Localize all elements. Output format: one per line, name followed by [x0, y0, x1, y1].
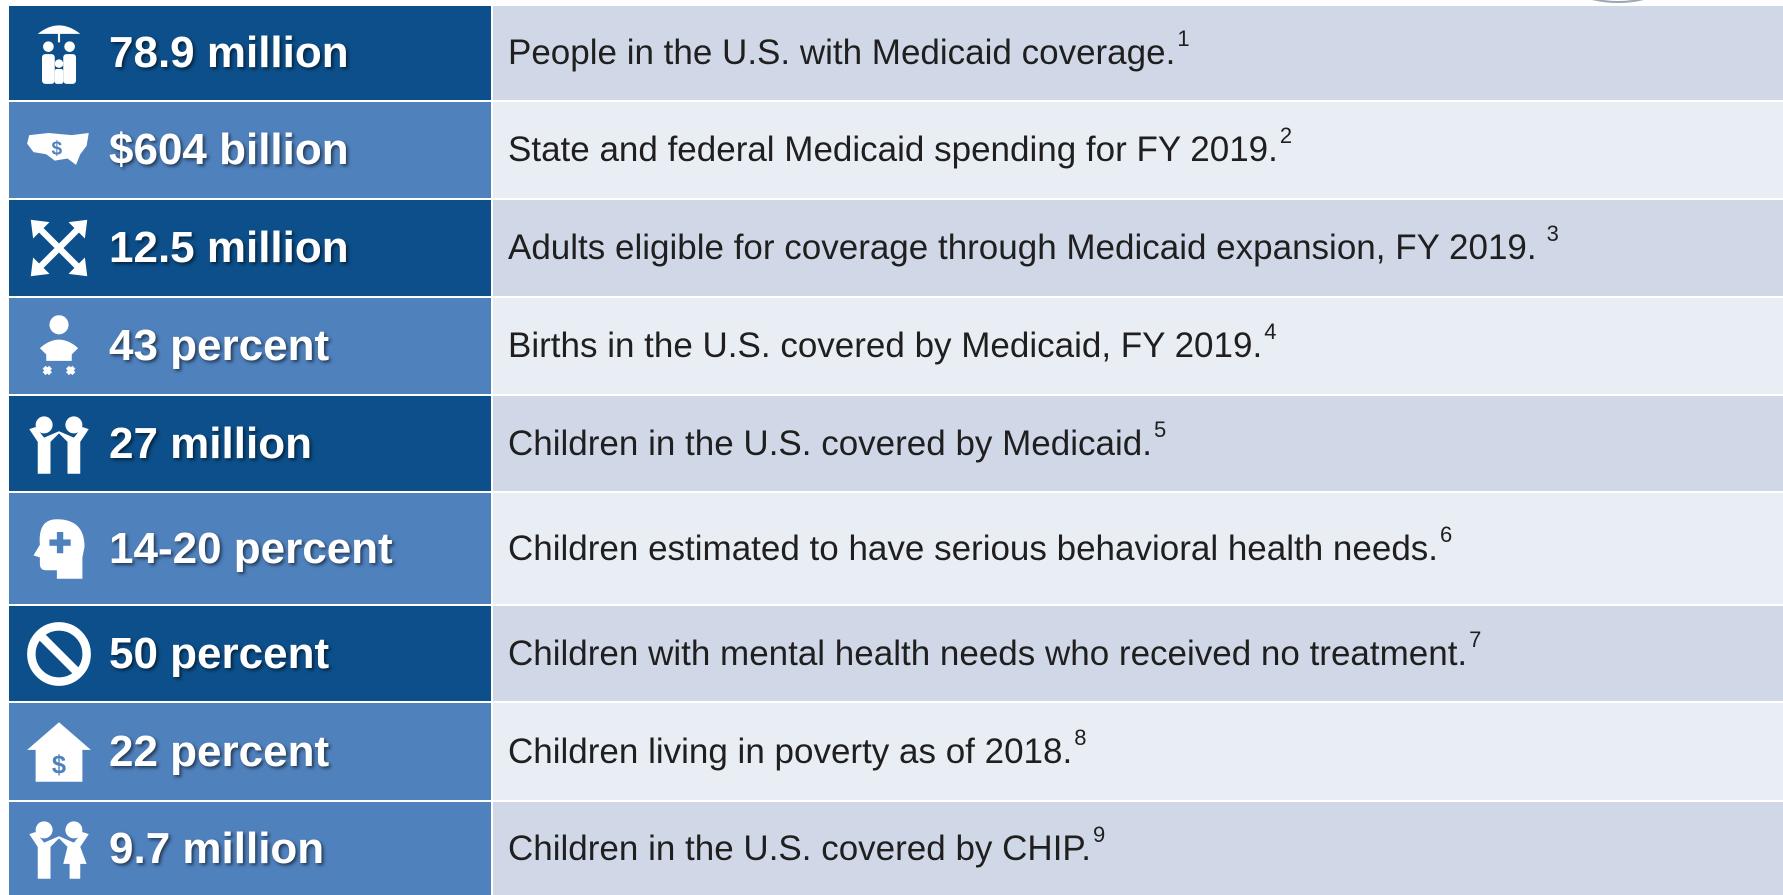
stat-value: 12.5 million [109, 223, 349, 273]
stat-cell: 14-20 percent [9, 493, 491, 604]
description: State and federal Medicaid spending for … [493, 102, 1783, 198]
stat-value: 9.7 million [109, 824, 324, 874]
stat-cell: 12.5 million [9, 200, 491, 296]
stat-row: 27 million Children in the U.S. covered … [0, 396, 1783, 491]
stat-value: 14-20 percent [109, 524, 393, 574]
description-text: Children with mental health needs who re… [508, 634, 1467, 674]
footnote: 1 [1177, 26, 1189, 52]
stat-value: 43 percent [109, 321, 329, 371]
footnote: 7 [1469, 627, 1481, 653]
stat-cell: 27 million [9, 396, 491, 491]
icon-children [25, 410, 93, 478]
stat-row: 12.5 million Adults eligible for coverag… [0, 200, 1783, 296]
svg-text:$: $ [52, 751, 66, 779]
footnote: 5 [1154, 417, 1166, 443]
footnote: 4 [1264, 319, 1276, 345]
description-text: Adults eligible for coverage through Med… [508, 228, 1537, 268]
stat-value: 78.9 million [109, 28, 349, 78]
stat-value: 50 percent [109, 629, 329, 679]
icon-expand [25, 214, 93, 282]
footnote: 2 [1280, 123, 1292, 149]
stat-value: 22 percent [109, 727, 329, 777]
stat-row: 43 percent Births in the U.S. covered by… [0, 298, 1783, 394]
stat-row: 14-20 percent Children estimated to have… [0, 493, 1783, 604]
description: Children living in poverty as of 2018.8 [493, 703, 1783, 800]
stat-value: 27 million [109, 419, 312, 469]
description-text: Births in the U.S. covered by Medicaid, … [508, 326, 1262, 366]
stat-row: 50 percent Children with mental health n… [0, 606, 1783, 701]
stat-cell: 50 percent [9, 606, 491, 701]
description-text: Children in the U.S. covered by CHIP. [508, 829, 1091, 869]
description-text: Children estimated to have serious behav… [508, 529, 1438, 569]
description: Children in the U.S. covered by CHIP.9 [493, 802, 1783, 895]
icon-us-map: $ [25, 116, 93, 184]
description: People in the U.S. with Medicaid coverag… [493, 6, 1783, 100]
icon-children [25, 815, 93, 883]
description-text: People in the U.S. with Medicaid coverag… [508, 33, 1175, 73]
stat-row: 9.7 million Children in the U.S. covered… [0, 802, 1783, 895]
icon-baby [25, 312, 93, 380]
svg-text:$: $ [52, 138, 63, 159]
footnote: 9 [1093, 822, 1105, 848]
description: Births in the U.S. covered by Medicaid, … [493, 298, 1783, 394]
icon-family [25, 19, 93, 87]
stat-cell: $ 22 percent [9, 703, 491, 800]
description: Adults eligible for coverage through Med… [493, 200, 1783, 296]
stat-cell: 43 percent [9, 298, 491, 394]
description: Children with mental health needs who re… [493, 606, 1783, 701]
stat-value: $604 billion [109, 125, 349, 175]
stat-cell: 78.9 million [9, 6, 491, 100]
stat-row: 78.9 million People in the U.S. with Med… [0, 6, 1783, 100]
footnote: 3 [1547, 221, 1559, 247]
stat-cell: $ $604 billion [9, 102, 491, 198]
icon-house: $ [25, 718, 93, 786]
description-text: Children in the U.S. covered by Medicaid… [508, 424, 1152, 464]
page: 78.9 million People in the U.S. with Med… [0, 0, 1783, 895]
icon-prohibited [25, 620, 93, 688]
description-text: Children living in poverty as of 2018. [508, 732, 1072, 772]
stat-row: $ 22 percent Children living in poverty … [0, 703, 1783, 800]
description: Children estimated to have serious behav… [493, 493, 1783, 604]
stat-row: $ $604 billion State and federal Medicai… [0, 102, 1783, 198]
footnote: 6 [1440, 522, 1452, 548]
description: Children in the U.S. covered by Medicaid… [493, 396, 1783, 491]
description-text: State and federal Medicaid spending for … [508, 130, 1278, 170]
icon-mental-health [25, 515, 93, 583]
footnote: 8 [1074, 725, 1086, 751]
stat-cell: 9.7 million [9, 802, 491, 895]
